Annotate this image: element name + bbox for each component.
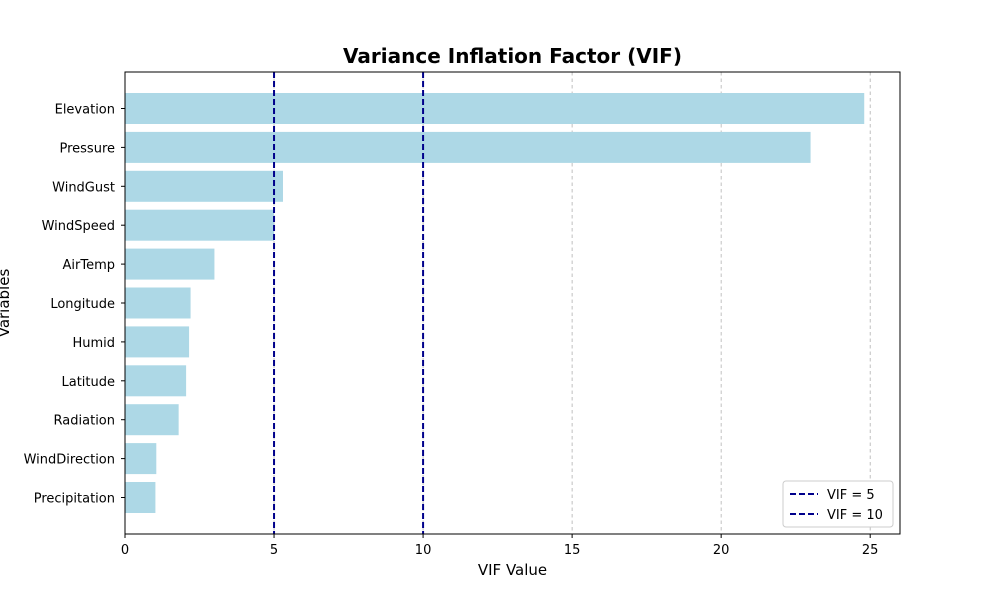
y-tick-label: Radiation — [54, 414, 115, 429]
reference-lines — [273, 72, 425, 534]
legend-box — [782, 480, 894, 528]
bar-precipitation — [125, 482, 156, 513]
y-tick-label: Humid — [72, 336, 115, 351]
x-tick-label: 10 — [415, 543, 432, 558]
bar-longitude — [125, 287, 191, 319]
y-tick-label: AirTemp — [63, 258, 116, 273]
chart-title: Variance Inflation Factor (VIF) — [343, 44, 682, 68]
bar-radiation — [125, 404, 179, 436]
y-tick-label: Pressure — [59, 141, 115, 156]
x-axis-label: VIF Value — [478, 561, 547, 579]
x-tick-label: 15 — [564, 543, 581, 558]
bar-windspeed — [125, 209, 275, 241]
y-tick-label: Precipitation — [34, 492, 115, 507]
y-axis-ticks: Elevation Pressure WindGust WindSpeed AirTem… — [24, 103, 125, 507]
bar-humid — [125, 326, 190, 358]
x-tick-label: 20 — [713, 543, 730, 558]
bar-elevation — [125, 93, 865, 124]
bars-group — [125, 93, 865, 513]
x-tick-label: 5 — [270, 543, 278, 558]
x-tick-label: 25 — [862, 543, 879, 558]
y-tick-label: Elevation — [55, 103, 115, 118]
legend: VIF = 5 VIF = 10 — [782, 480, 894, 528]
x-axis-ticks: 0 5 10 15 20 25 — [121, 534, 879, 558]
y-axis-label: Variables — [0, 269, 13, 338]
y-tick-label: WindSpeed — [42, 219, 115, 234]
bar-pressure — [125, 131, 811, 163]
bar-airtemp — [125, 248, 215, 280]
y-tick-label: WindGust — [52, 180, 115, 195]
y-tick-label: Latitude — [61, 375, 115, 390]
y-tick-label: Longitude — [50, 297, 115, 312]
bar-windgust — [125, 170, 283, 202]
bar-winddirection — [125, 443, 157, 475]
legend-entry-label: VIF = 5 — [827, 488, 875, 503]
legend-entry-label: VIF = 10 — [827, 508, 883, 523]
y-tick-label: WindDirection — [24, 453, 115, 468]
bar-latitude — [125, 365, 187, 397]
x-tick-label: 0 — [121, 543, 129, 558]
